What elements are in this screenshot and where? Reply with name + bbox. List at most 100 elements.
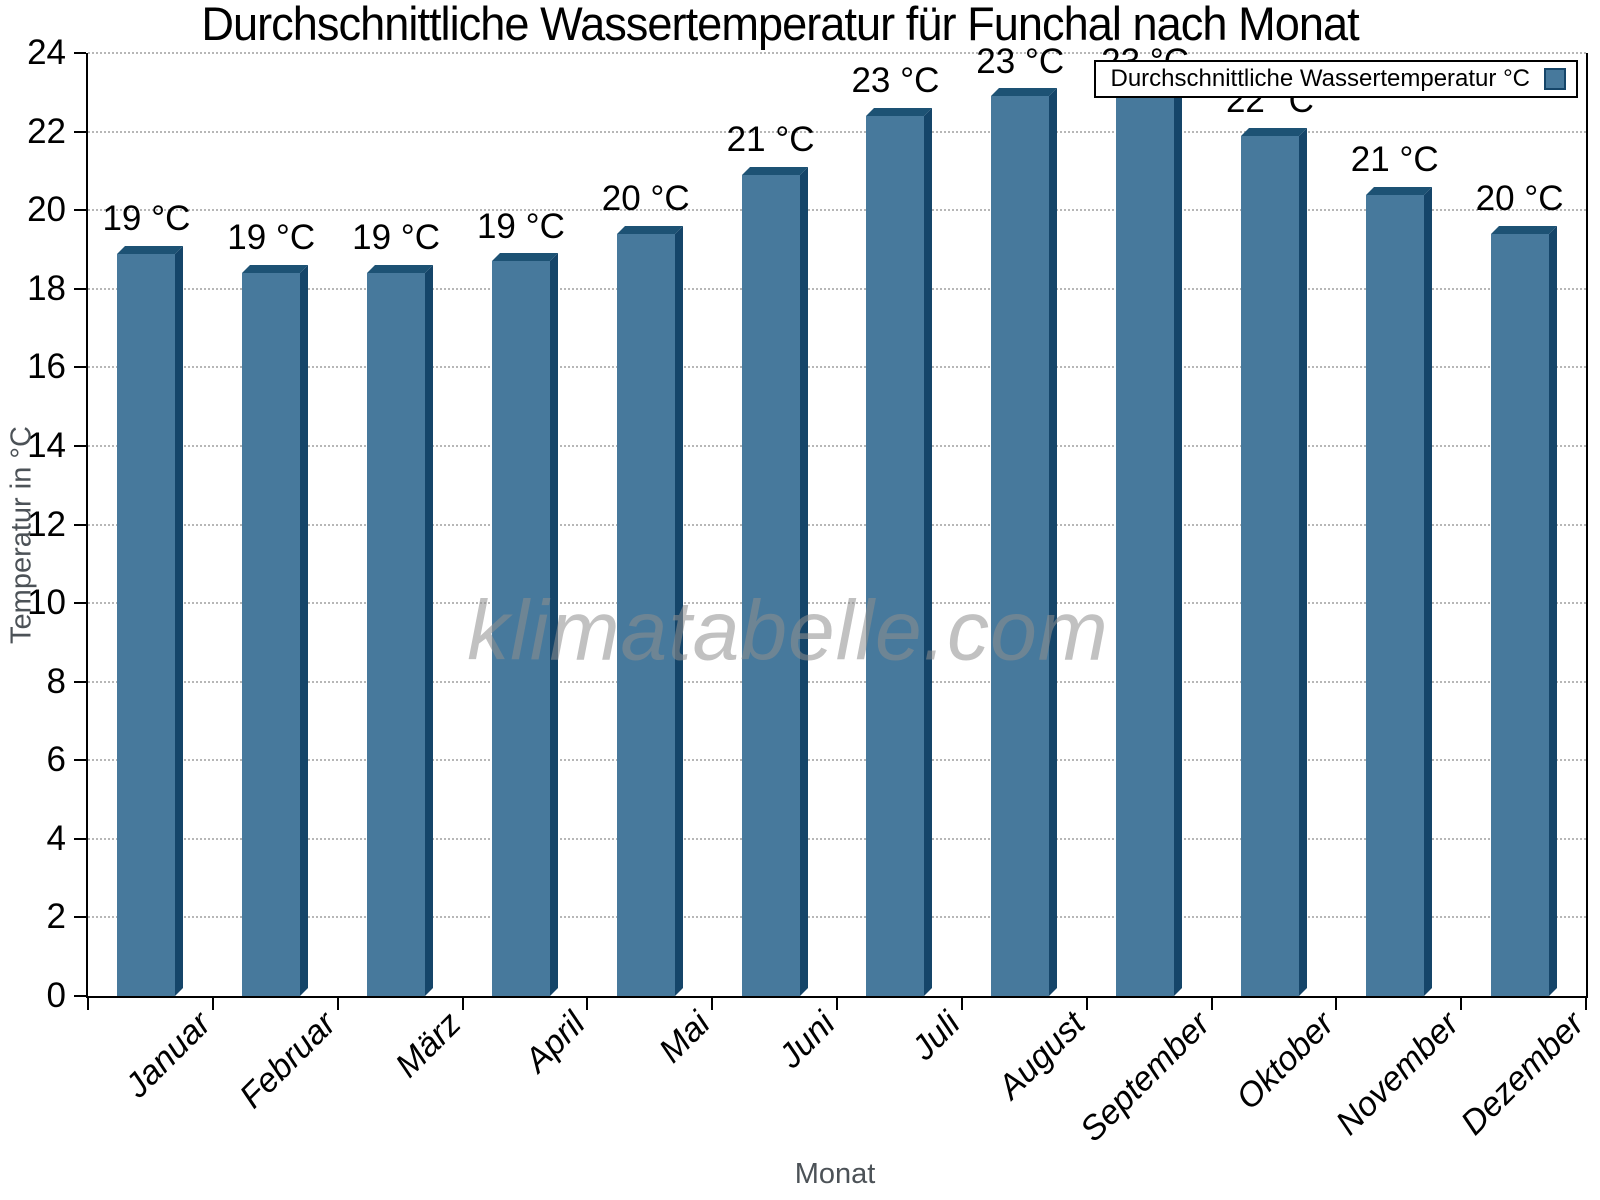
bar-fill bbox=[741, 174, 800, 996]
bar-juni[interactable] bbox=[741, 166, 808, 996]
y-axis-label-2: 2 bbox=[46, 897, 66, 937]
watermark: klimatabelle.com bbox=[467, 583, 1109, 678]
bar-juli[interactable] bbox=[866, 108, 933, 996]
bar-fill bbox=[616, 233, 675, 996]
x-axis-tick-4 bbox=[586, 998, 589, 1010]
gridline-18 bbox=[88, 287, 1586, 290]
bar-fill bbox=[367, 273, 426, 996]
gridline-4 bbox=[88, 837, 1586, 840]
bar-side-face bbox=[175, 245, 184, 996]
y-axis-label-4: 4 bbox=[46, 818, 66, 858]
bar-value-label-juli: 23 °C bbox=[851, 61, 940, 101]
y-axis-label-6: 6 bbox=[46, 740, 66, 780]
y-axis-tick-20 bbox=[74, 209, 86, 212]
x-axis-tick-3 bbox=[461, 998, 464, 1010]
gridline-22 bbox=[88, 130, 1586, 133]
bar-fill bbox=[491, 261, 550, 996]
bar-april[interactable] bbox=[491, 253, 558, 996]
plot-area: Durchschnittliche Wassertemperatur °C kl… bbox=[27, 35, 1591, 1149]
legend[interactable]: Durchschnittliche Wassertemperatur °C bbox=[1094, 60, 1578, 98]
y-axis-tick-2 bbox=[74, 916, 86, 919]
y-axis-label-10: 10 bbox=[27, 583, 66, 623]
bar-mai[interactable] bbox=[616, 225, 683, 996]
x-axis-tick-7 bbox=[960, 998, 963, 1010]
x-axis-tick-10 bbox=[1335, 998, 1338, 1010]
bar-februar[interactable] bbox=[242, 265, 309, 996]
bar-september[interactable] bbox=[1116, 88, 1183, 996]
bar-fill bbox=[991, 96, 1050, 996]
bar-märz[interactable] bbox=[367, 265, 434, 996]
bar-top-face bbox=[1490, 225, 1557, 234]
x-axis-tick-2 bbox=[336, 998, 339, 1010]
x-axis-tick-8 bbox=[1085, 998, 1088, 1010]
y-axis-tick-0 bbox=[74, 995, 86, 997]
y-axis-label-20: 20 bbox=[27, 190, 66, 230]
gridline-8 bbox=[88, 680, 1586, 683]
bar-top-face bbox=[491, 253, 558, 262]
x-axis-title: Monat bbox=[794, 1158, 876, 1190]
bar-fill bbox=[866, 116, 925, 996]
bar-side-face bbox=[924, 108, 933, 996]
bar-august[interactable] bbox=[991, 88, 1058, 996]
gridline-6 bbox=[88, 759, 1586, 762]
bar-top-face bbox=[117, 245, 184, 254]
y-axis-tick-22 bbox=[74, 130, 86, 133]
bar-fill bbox=[1240, 135, 1299, 996]
bar-fill bbox=[1490, 233, 1549, 996]
bar-top-face bbox=[866, 108, 933, 117]
x-axis-tick-12 bbox=[1585, 998, 1587, 1010]
bar-side-face bbox=[799, 166, 808, 996]
bar-side-face bbox=[300, 265, 309, 996]
y-axis-label-22: 22 bbox=[27, 111, 66, 151]
y-axis-label-16: 16 bbox=[27, 347, 66, 387]
bar-oktober[interactable] bbox=[1240, 127, 1307, 996]
x-axis-tick-0 bbox=[87, 998, 89, 1010]
y-axis-tick-16 bbox=[74, 366, 86, 369]
legend-label: Durchschnittliche Wassertemperatur °C bbox=[1110, 65, 1530, 92]
bar-top-face bbox=[1365, 186, 1432, 195]
x-axis-tick-5 bbox=[711, 998, 714, 1010]
gridline-24 bbox=[88, 52, 1586, 54]
x-axis-tick-6 bbox=[836, 998, 838, 1010]
y-axis-label-24: 24 bbox=[27, 33, 66, 72]
bar-top-face bbox=[242, 265, 309, 274]
bar-top-face bbox=[741, 166, 808, 175]
bar-dezember[interactable] bbox=[1490, 225, 1557, 996]
bar-side-face bbox=[1298, 127, 1307, 996]
chart-title: Durchschnittliche Wassertemperatur für F… bbox=[201, 0, 1359, 50]
gridline-2 bbox=[88, 916, 1586, 919]
bar-fill bbox=[242, 273, 301, 996]
bar-top-face bbox=[616, 225, 683, 234]
bar-side-face bbox=[425, 265, 434, 996]
y-axis-tick-12 bbox=[74, 523, 86, 526]
bar-side-face bbox=[1049, 88, 1058, 996]
y-axis-tick-4 bbox=[74, 837, 86, 840]
y-axis-label-8: 8 bbox=[46, 661, 66, 701]
gridline-10 bbox=[88, 602, 1586, 605]
bar-fill bbox=[117, 253, 176, 996]
bar-top-face bbox=[991, 88, 1058, 97]
gridline-16 bbox=[88, 366, 1586, 369]
bar-fill bbox=[1116, 96, 1175, 996]
y-axis-label-0: 0 bbox=[46, 976, 66, 1015]
y-axis-title: Temperatur in °C bbox=[5, 426, 38, 644]
bar-value-label-dezember: 20 °C bbox=[1475, 179, 1564, 219]
bar-value-label-januar: 19 °C bbox=[102, 198, 191, 238]
bar-januar[interactable] bbox=[117, 245, 184, 996]
x-axis-tick-9 bbox=[1210, 998, 1213, 1010]
gridline-14 bbox=[88, 444, 1586, 447]
bar-value-label-mai: 20 °C bbox=[601, 179, 690, 219]
y-axis-label-14: 14 bbox=[27, 425, 66, 465]
bar-side-face bbox=[1174, 88, 1183, 996]
bar-value-label-februar: 19 °C bbox=[227, 218, 316, 258]
bar-side-face bbox=[1423, 186, 1432, 996]
bar-value-label-november: 21 °C bbox=[1350, 139, 1439, 179]
y-axis-tick-6 bbox=[74, 759, 86, 762]
bar-value-label-juni: 21 °C bbox=[726, 120, 815, 160]
x-axis-tick-11 bbox=[1460, 998, 1463, 1010]
bar-top-face bbox=[1240, 127, 1307, 136]
y-axis-tick-14 bbox=[74, 444, 86, 447]
bar-november[interactable] bbox=[1365, 186, 1432, 996]
legend-color-swatch-icon bbox=[1544, 68, 1566, 90]
